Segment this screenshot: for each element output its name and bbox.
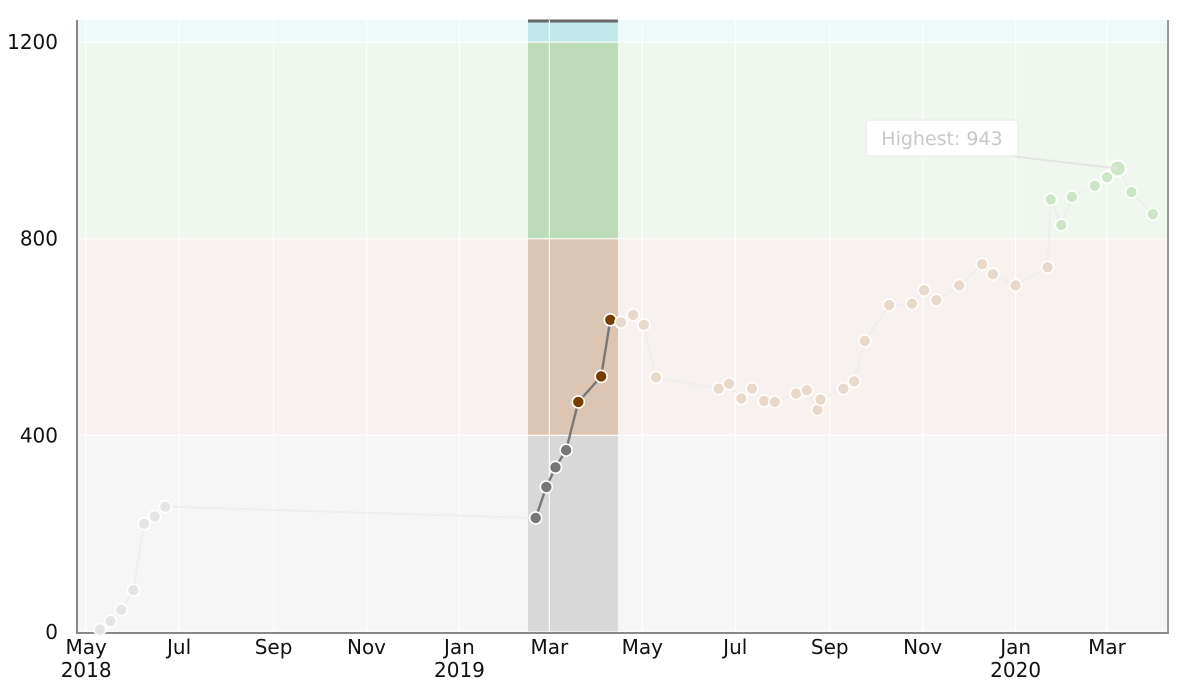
data-point (722, 376, 736, 391)
data-point (1145, 207, 1160, 221)
band-1 (77, 238, 1168, 436)
data-point (857, 334, 872, 348)
band-3 (77, 20, 1168, 43)
data-point (1054, 218, 1069, 232)
highlight-band-2 (528, 42, 618, 239)
data-point (626, 308, 640, 322)
highest-annotation: Highest: 943 (881, 128, 1002, 150)
data-point (548, 460, 563, 475)
x-tick-label: Jan (442, 635, 475, 659)
data-point (929, 293, 944, 307)
data-point (1008, 278, 1023, 293)
highlight-band-0 (528, 435, 618, 632)
x-tick-label: Sep (811, 635, 849, 659)
series-segment (564, 401, 580, 451)
data-point (813, 392, 828, 407)
data-point (1124, 185, 1139, 199)
series-segment (599, 319, 612, 377)
series-segment (655, 376, 719, 390)
data-point (882, 298, 896, 312)
series-segment (853, 340, 866, 382)
x-tick-label: Jul (165, 635, 191, 659)
data-point (614, 315, 628, 330)
y-tick-label: 0 (45, 620, 58, 644)
series-segment (1046, 199, 1052, 268)
data-point (952, 278, 967, 293)
data-point (800, 383, 814, 397)
data-point (93, 622, 107, 637)
x-tick-label: Nov (347, 635, 386, 659)
data-point (103, 614, 118, 628)
data-point (559, 443, 573, 457)
data-point (905, 296, 919, 311)
x-tick-label: Jul (721, 635, 747, 659)
data-point (1100, 170, 1114, 185)
data-point (836, 381, 851, 396)
y-tick-label: 400 (20, 423, 58, 447)
data-point (539, 480, 554, 494)
grid-lines (77, 20, 1168, 633)
data-point (571, 395, 586, 409)
x-tick-label: Nov (903, 635, 942, 659)
x-tick-label: May (65, 635, 107, 659)
data-point (114, 603, 128, 617)
y-tick-label: 1200 (7, 30, 58, 54)
data-point (745, 381, 759, 396)
series-segment (642, 324, 657, 378)
x-tick-year-label: 2019 (434, 658, 485, 682)
x-tick-label: Mar (1088, 635, 1127, 659)
x-tick-label: Mar (530, 635, 569, 659)
data-point (126, 583, 141, 598)
highest-tooltip: Highest: 943 (865, 119, 1118, 170)
series-segment (165, 505, 536, 519)
data-point (1065, 190, 1079, 204)
highlight-band-3 (528, 20, 618, 43)
data-point (1040, 260, 1055, 275)
tooltip-box (865, 119, 1019, 157)
data-points (93, 159, 1160, 637)
x-tick-year-label: 2020 (990, 658, 1041, 682)
data-point (158, 499, 173, 514)
x-tick-label: May (622, 635, 664, 659)
data-point (1088, 178, 1102, 193)
data-point (147, 509, 162, 524)
data-point (847, 374, 861, 389)
data-point (528, 511, 543, 525)
band-0 (77, 435, 1168, 632)
data-point (975, 257, 989, 272)
series-segment (863, 304, 890, 342)
data-point (649, 370, 663, 385)
y-tick-label: 800 (20, 227, 58, 251)
axes (76, 20, 1169, 634)
data-point (917, 283, 932, 298)
x-tick-year-label: 2018 (61, 658, 112, 682)
data-point (1043, 192, 1058, 207)
data-point (137, 517, 151, 531)
data-point (637, 317, 651, 332)
data-point (985, 267, 1000, 281)
data-point (768, 395, 782, 409)
x-tick-label: Jan (998, 635, 1031, 659)
data-point (594, 369, 608, 384)
tooltip-leader-line (1009, 155, 1118, 170)
highlight-range (528, 19, 618, 632)
x-tick-label: Sep (255, 635, 293, 659)
y-axis-labels: 0 400 800 1200 (7, 30, 58, 644)
series-segment (132, 523, 146, 591)
data-point (734, 391, 749, 406)
